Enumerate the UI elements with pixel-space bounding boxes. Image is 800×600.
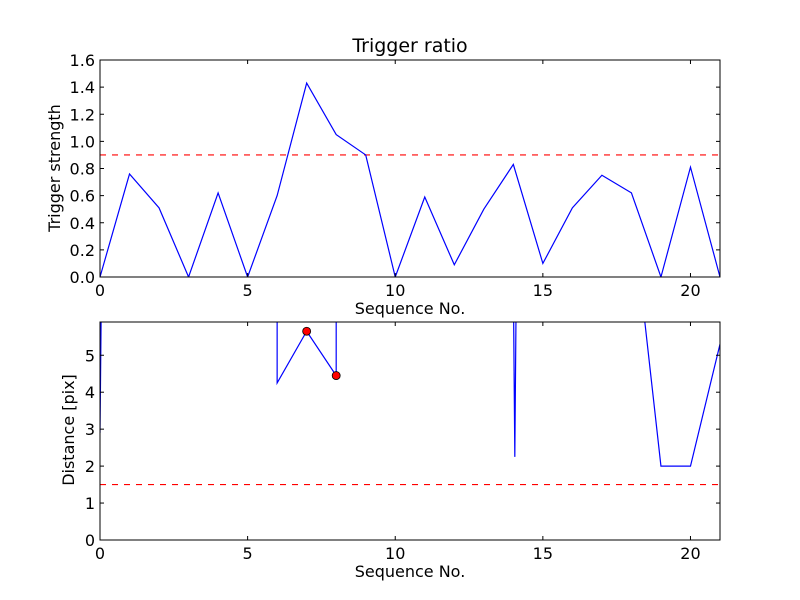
y-tick-label: 2 — [85, 457, 95, 476]
x-tick-label: 20 — [680, 281, 700, 300]
y-tick-label: 1 — [85, 494, 95, 513]
y-tick-label: 0.0 — [70, 268, 95, 287]
x-tick-label: 0 — [95, 544, 105, 563]
y-tick-label: 1.0 — [70, 132, 95, 151]
x-tick-label: 15 — [533, 281, 553, 300]
y-axis-label: Distance [pix] — [59, 374, 78, 486]
plot-area — [100, 81, 720, 277]
axes-frame — [99, 321, 721, 541]
series-line — [100, 322, 720, 467]
axes-frame — [99, 59, 721, 278]
y-tick-label: 5 — [85, 346, 95, 365]
y-tick-label: 1.6 — [70, 51, 95, 70]
x-tick-label: 15 — [533, 544, 553, 563]
y-tick-label: 1.4 — [70, 78, 95, 97]
series-line — [100, 81, 720, 277]
x-axis-label: Sequence No. — [355, 562, 466, 581]
x-tick-label: 20 — [680, 544, 700, 563]
x-tick-label: 5 — [243, 281, 253, 300]
y-tick-label: 0.2 — [70, 241, 95, 260]
y-tick-label: 3 — [85, 420, 95, 439]
y-tick-label: 0.4 — [70, 214, 95, 233]
chart-title: Trigger ratio — [351, 35, 467, 57]
plot-area — [100, 322, 720, 486]
x-axis-label: Sequence No. — [355, 299, 466, 318]
trigger-ratio-panel: Trigger ratio Sequence No. Trigger stren… — [45, 35, 721, 318]
y-tick-label: 1.2 — [70, 105, 95, 124]
distance-panel: Sequence No. Distance [pix] 0 5 10 15 20 0 1 2 3… — [59, 321, 721, 581]
y-tick-label: 0 — [85, 531, 95, 550]
x-tick-label: 0 — [95, 281, 105, 300]
y-tick-label: 4 — [85, 383, 95, 402]
x-tick-label: 5 — [243, 544, 253, 563]
y-tick-label: 0.6 — [70, 187, 95, 206]
y-axis-label: Trigger strength — [45, 104, 64, 233]
data-point-marker — [302, 326, 312, 336]
x-tick-label: 10 — [385, 281, 405, 300]
y-tick-label: 0.8 — [70, 160, 95, 179]
x-tick-label: 10 — [385, 544, 405, 563]
data-point-marker — [331, 371, 341, 380]
